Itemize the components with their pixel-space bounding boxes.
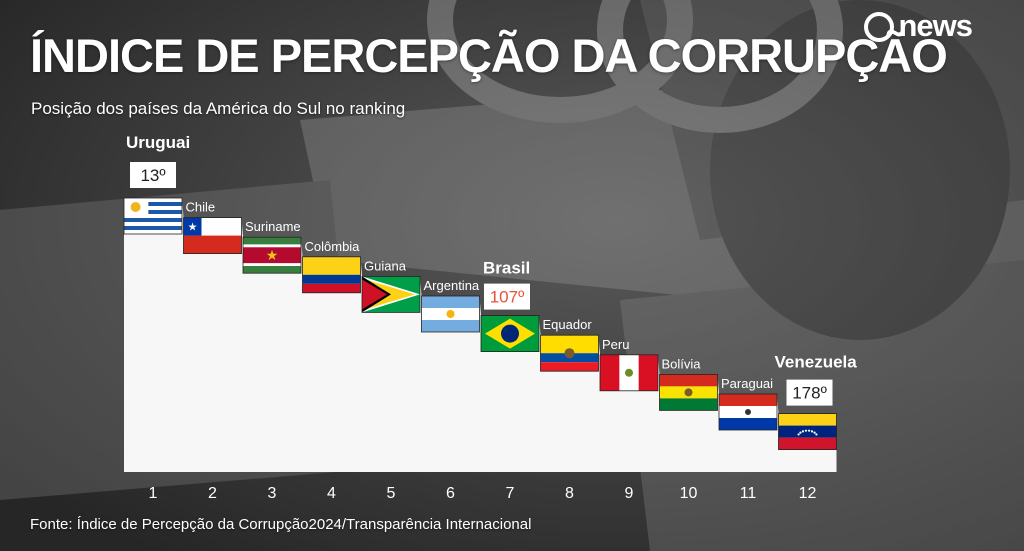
x-tick-label: 12 <box>799 485 817 502</box>
svg-text:★: ★ <box>188 222 198 234</box>
x-tick-label: 8 <box>565 485 574 502</box>
chile-flag-icon: ★ <box>183 217 242 255</box>
rank-label: 107º <box>490 288 525 307</box>
x-tick-label: 5 <box>387 485 396 502</box>
rank-label: 13º <box>140 166 165 185</box>
country-label: Suriname <box>245 219 301 234</box>
rank-badge <box>786 379 833 406</box>
brand-logo: news <box>864 8 973 44</box>
uruguay-flag-icon <box>123 197 183 235</box>
brand-name: news <box>898 8 973 43</box>
country-label: Chile <box>186 200 216 215</box>
ecuador-flag-icon <box>540 334 599 372</box>
flags-layer: ★★ <box>123 197 837 451</box>
rank-badge <box>130 162 176 188</box>
x-tick-labels: 1 2 3 4 5 6 7 8 9 10 11 12 <box>149 485 817 502</box>
guyana-flag-icon <box>361 275 421 313</box>
x-tick-label: 1 <box>149 485 158 502</box>
argentina-flag-icon <box>421 295 480 333</box>
paraguay-flag-icon <box>718 393 778 431</box>
x-tick-label: 2 <box>208 485 217 502</box>
country-label: Argentina <box>424 278 480 293</box>
country-label-highlight: Uruguai <box>126 133 190 152</box>
x-tick-label: 4 <box>327 485 336 502</box>
bolivia-flag-icon <box>659 373 718 411</box>
x-tick-label: 11 <box>740 485 757 502</box>
colombia-flag-icon <box>302 256 361 294</box>
x-tick-label: 6 <box>446 485 455 502</box>
source-note: Fonte: Índice de Percepção da Corrupção2… <box>30 516 532 533</box>
rank-label: 178º <box>792 384 827 403</box>
country-label: Paraguai <box>721 376 773 391</box>
country-label: Colômbia <box>305 239 361 254</box>
country-label-highlight: Brasil <box>483 259 530 278</box>
brazil-flag-icon <box>480 315 540 353</box>
x-tick-label: 7 <box>506 485 515 502</box>
globo-logo-icon <box>864 12 895 42</box>
peru-flag-icon <box>599 354 659 392</box>
country-label: Peru <box>602 337 629 352</box>
venezuela-flag-icon <box>778 413 837 451</box>
country-label: Guiana <box>364 258 407 273</box>
x-tick-label: 10 <box>680 485 698 502</box>
rank-badge <box>484 283 530 310</box>
x-tick-label: 9 <box>625 485 634 502</box>
x-tick-label: 3 <box>268 485 277 502</box>
page-title: ÍNDICE DE PERCEPÇÃO DA CORRUPÇÃO <box>30 29 948 82</box>
suriname-flag-icon: ★ <box>242 236 302 274</box>
country-label: Equador <box>543 317 593 332</box>
country-label: Bolívia <box>662 356 702 371</box>
country-label-highlight: Venezuela <box>775 353 858 372</box>
page-subtitle: Posição dos países da América do Sul no … <box>31 99 406 118</box>
svg-text:★: ★ <box>266 247 279 263</box>
